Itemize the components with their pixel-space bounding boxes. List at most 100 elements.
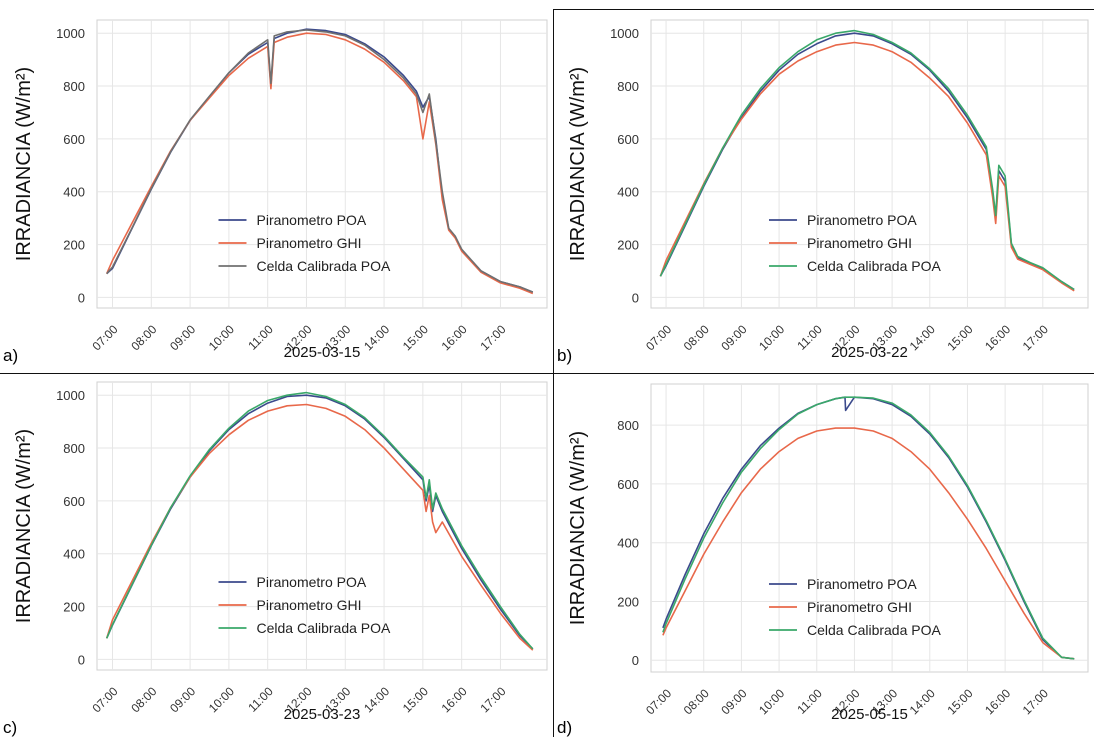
chart-panel-b: 0 200 400 600 800 1000 07:00 08:00 09:00 10:00 11:… xyxy=(554,10,1094,372)
y-tick-label: 400 xyxy=(617,185,639,200)
x-tick-label: 11:00 xyxy=(794,322,825,353)
chart-panel-d: 0 200 400 600 800 07:00 08:00 09:00 10:00 11:00 12… xyxy=(554,374,1094,737)
chart-svg-b: 0 200 400 600 800 1000 07:00 08:00 09:00 10:00 11:… xyxy=(567,19,1089,361)
y-tick-label: 1000 xyxy=(610,26,639,41)
y-tick-label: 200 xyxy=(63,238,85,253)
x-tick-label: 15:00 xyxy=(944,322,975,353)
x-tick-label: 11:00 xyxy=(245,684,276,715)
legend-label: Celda Calibrada POA xyxy=(257,620,392,636)
panel-label-a: a) xyxy=(3,346,19,365)
panel-label-b: b) xyxy=(557,346,573,365)
y-tick-label: 600 xyxy=(63,494,85,509)
x-tick-label: 08:00 xyxy=(681,686,712,717)
x-tick-label: 07:00 xyxy=(643,686,674,717)
x-tick-label: 11:00 xyxy=(245,322,276,353)
chart-panel-c: 0 200 400 600 800 1000 07:00 08:00 09:00 10:00 11:… xyxy=(0,374,553,737)
y-axis-label: IRRADIANCIA (W/m²) xyxy=(13,67,35,261)
x-tick-label: 15:00 xyxy=(944,686,975,717)
series-line-2 xyxy=(659,41,1075,292)
y-tick-label: 1000 xyxy=(56,26,85,41)
legend-label: Celda Calibrada POA xyxy=(257,258,392,274)
series-line-3 xyxy=(659,29,1075,291)
y-tick-label: 600 xyxy=(617,477,639,492)
x-axis-label: 2025-03-23 xyxy=(284,706,361,723)
x-tick-label: 14:00 xyxy=(907,686,938,717)
y-tick-label: 200 xyxy=(617,594,639,609)
y-axis-label: IRRADIANCIA (W/m²) xyxy=(13,429,35,623)
chart-panel-a: 0 200 400 600 800 1000 07:00 08:00 09:00 10:00 11:… xyxy=(0,10,553,372)
legend-label: Piranometro POA xyxy=(807,576,917,592)
chart-svg-a: 0 200 400 600 800 1000 07:00 08:00 09:00 10:00 11:… xyxy=(13,19,548,361)
x-tick-label: 14:00 xyxy=(361,322,392,353)
y-tick-label: 400 xyxy=(63,185,85,200)
series-line-3 xyxy=(662,396,1075,660)
x-tick-label: 17:00 xyxy=(1020,686,1051,717)
x-tick-label: 08:00 xyxy=(681,322,712,353)
series-line-3 xyxy=(106,29,534,293)
y-tick-label: 400 xyxy=(63,547,85,562)
legend-label: Piranometro GHI xyxy=(807,599,912,615)
x-tick-label: 16:00 xyxy=(439,322,470,353)
x-tick-label: 16:00 xyxy=(982,322,1013,353)
x-tick-label: 17:00 xyxy=(477,684,508,715)
plot-area xyxy=(650,383,1089,673)
x-tick-label: 10:00 xyxy=(206,684,237,715)
series-line-3 xyxy=(105,391,534,650)
x-tick-label: 16:00 xyxy=(982,686,1013,717)
panel-label-c: c) xyxy=(3,718,18,737)
y-tick-label: 600 xyxy=(617,132,639,147)
x-tick-label: 07:00 xyxy=(643,322,674,353)
plot-area xyxy=(650,19,1089,309)
y-tick-label: 800 xyxy=(617,418,639,433)
y-tick-label: 800 xyxy=(617,79,639,94)
x-tick-label: 14:00 xyxy=(361,684,392,715)
x-tick-label: 15:00 xyxy=(400,322,431,353)
legend-label: Piranometro POA xyxy=(257,212,367,228)
y-tick-label: 800 xyxy=(63,79,85,94)
x-tick-label: 17:00 xyxy=(1020,322,1051,353)
legend-label: Celda Calibrada POA xyxy=(807,622,942,638)
y-axis-label: IRRADIANCIA (W/m²) xyxy=(567,67,589,261)
y-tick-label: 600 xyxy=(63,132,85,147)
x-tick-label: 11:00 xyxy=(794,686,825,717)
x-tick-label: 10:00 xyxy=(756,322,787,353)
x-tick-label: 16:00 xyxy=(439,684,470,715)
x-axis-label: 2025-03-22 xyxy=(831,344,908,361)
x-axis-label: 2025-05-15 xyxy=(831,706,908,723)
x-tick-label: 08:00 xyxy=(128,684,159,715)
y-tick-label: 400 xyxy=(617,536,639,551)
frame-horizontal-divider xyxy=(0,373,1094,374)
y-tick-label: 1000 xyxy=(56,388,85,403)
legend-label: Piranometro GHI xyxy=(807,235,912,251)
chart-svg-c: 0 200 400 600 800 1000 07:00 08:00 09:00 10:00 11:… xyxy=(13,381,548,723)
y-tick-label: 0 xyxy=(78,652,85,667)
x-tick-label: 14:00 xyxy=(907,322,938,353)
x-tick-label: 17:00 xyxy=(477,322,508,353)
plot-area xyxy=(96,381,548,671)
legend-label: Piranometro GHI xyxy=(257,597,362,613)
x-axis-label: 2025-03-15 xyxy=(284,344,361,361)
x-tick-label: 09:00 xyxy=(718,686,749,717)
y-tick-label: 0 xyxy=(78,290,85,305)
y-tick-label: 200 xyxy=(63,600,85,615)
series-line-2 xyxy=(662,427,1075,660)
y-axis-label: IRRADIANCIA (W/m²) xyxy=(567,431,589,625)
x-tick-label: 08:00 xyxy=(128,322,159,353)
y-tick-label: 0 xyxy=(632,290,639,305)
legend-label: Celda Calibrada POA xyxy=(807,258,942,274)
x-tick-label: 10:00 xyxy=(756,686,787,717)
x-tick-label: 09:00 xyxy=(167,684,198,715)
frame-top xyxy=(553,9,1094,10)
x-tick-label: 07:00 xyxy=(90,322,121,353)
x-tick-label: 15:00 xyxy=(400,684,431,715)
x-tick-label: 09:00 xyxy=(167,322,198,353)
legend-label: Piranometro POA xyxy=(257,574,367,590)
panel-label-d: d) xyxy=(557,718,573,737)
x-tick-label: 09:00 xyxy=(718,322,749,353)
x-tick-label: 10:00 xyxy=(206,322,237,353)
legend-label: Piranometro GHI xyxy=(257,235,362,251)
y-tick-label: 800 xyxy=(63,441,85,456)
x-tick-label: 07:00 xyxy=(90,684,121,715)
legend-label: Piranometro POA xyxy=(807,212,917,228)
